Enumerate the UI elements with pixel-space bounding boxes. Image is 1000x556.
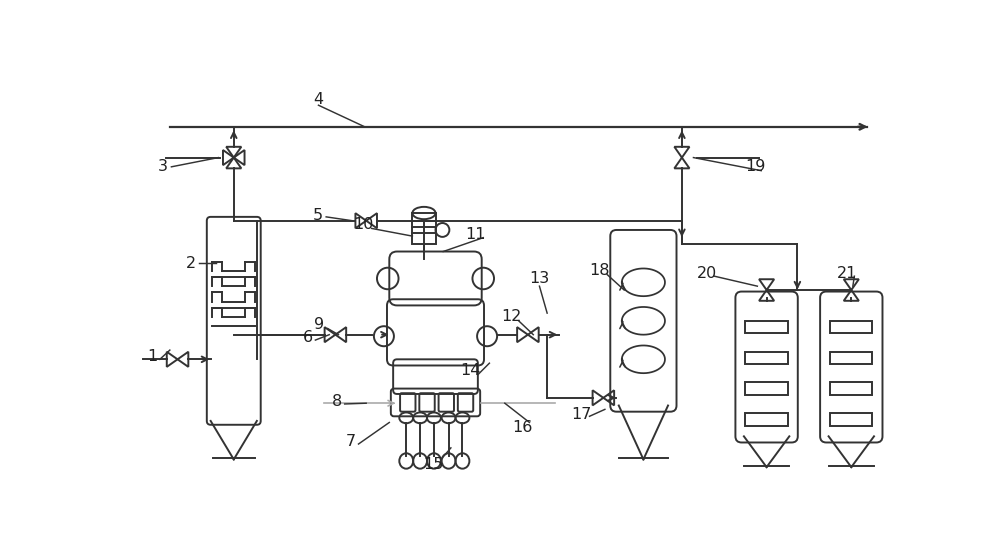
Text: 8: 8: [332, 394, 342, 409]
Text: 13: 13: [529, 271, 550, 286]
Text: 19: 19: [745, 160, 765, 175]
Bar: [745, 321, 788, 333]
Text: 20: 20: [696, 266, 717, 281]
Text: 1: 1: [147, 349, 157, 364]
Text: 6: 6: [303, 330, 313, 345]
Bar: [745, 383, 788, 395]
Text: 18: 18: [589, 264, 610, 278]
Bar: [412, 213, 436, 244]
Bar: [745, 413, 788, 425]
Text: 3: 3: [158, 160, 168, 175]
Text: 10: 10: [353, 217, 373, 232]
Bar: [830, 351, 872, 364]
Text: 16: 16: [512, 420, 533, 435]
Bar: [830, 413, 872, 425]
Text: 5: 5: [313, 208, 323, 223]
Text: 7: 7: [346, 434, 356, 449]
Text: 21: 21: [836, 266, 857, 281]
Text: 11: 11: [465, 227, 486, 242]
Bar: [830, 383, 872, 395]
Text: 12: 12: [501, 310, 521, 325]
Bar: [745, 351, 788, 364]
Text: 17: 17: [572, 407, 592, 422]
Text: 2: 2: [186, 256, 196, 271]
Text: 14: 14: [460, 364, 480, 379]
Text: 9: 9: [314, 317, 324, 332]
Text: 15: 15: [423, 456, 443, 471]
Text: 4: 4: [313, 92, 324, 107]
Bar: [830, 321, 872, 333]
